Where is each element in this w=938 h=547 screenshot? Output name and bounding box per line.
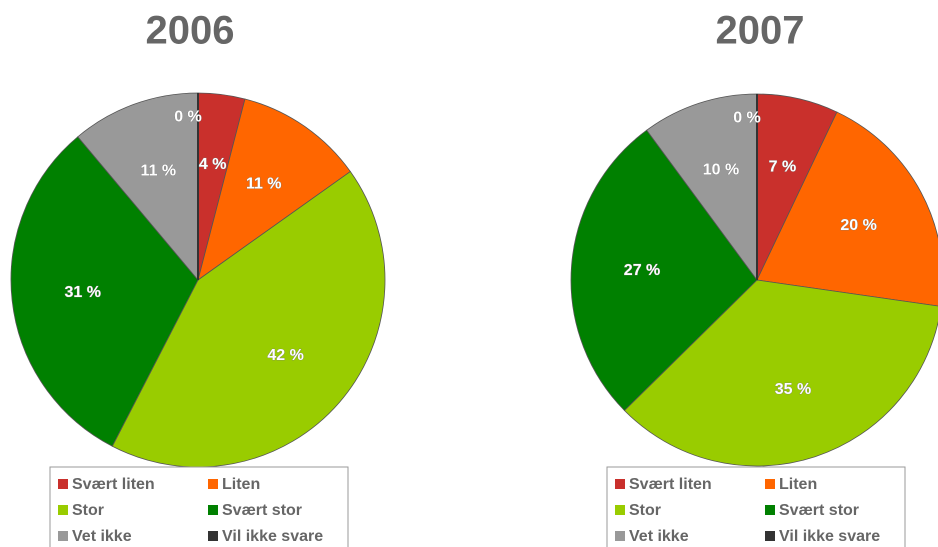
legend-label: Vil ikke svare — [222, 528, 323, 545]
value-label: 31 % — [65, 284, 101, 301]
pie-slice — [623, 279, 938, 467]
value-label: 35 % — [775, 381, 811, 398]
legend-label: Liten — [222, 476, 260, 493]
legend-swatch — [58, 479, 68, 489]
legend-box — [49, 466, 349, 547]
value-label: 42 % — [267, 347, 303, 364]
legend-swatch — [58, 531, 68, 541]
pie-slice — [111, 170, 386, 468]
value-label: 4 % — [199, 156, 227, 173]
legend-swatch — [765, 531, 775, 541]
legend-swatch — [765, 505, 775, 515]
legend-label: Svært stor — [779, 502, 859, 519]
legend-box — [606, 466, 906, 547]
legend-swatch — [615, 505, 625, 515]
value-label: 11 % — [141, 162, 177, 179]
value-label: 20 % — [840, 217, 876, 234]
legend-label: Stor — [629, 502, 661, 519]
pie-slice — [77, 92, 199, 282]
value-label: 0 % — [733, 109, 761, 126]
pie-slice — [756, 111, 938, 307]
value-label: 10 % — [703, 162, 739, 179]
value-label: 27 % — [624, 262, 660, 279]
legend-swatch — [58, 505, 68, 515]
legend-label: Svært liten — [629, 476, 712, 493]
legend-label: Vet ikke — [629, 528, 689, 545]
legend-swatch — [208, 479, 218, 489]
pie-slice — [570, 129, 758, 412]
pie-slice — [197, 98, 351, 281]
pie-slice — [10, 136, 199, 447]
chart-title: 2006 — [146, 9, 235, 53]
legend-label: Vil ikke svare — [779, 528, 880, 545]
value-label: 0 % — [174, 109, 202, 126]
legend-label: Stor — [72, 502, 104, 519]
legend-swatch — [615, 479, 625, 489]
chart-title: 2007 — [716, 9, 805, 53]
legend-swatch — [765, 479, 775, 489]
legend-swatch — [615, 531, 625, 541]
value-label: 7 % — [769, 159, 797, 176]
legend-swatch — [208, 531, 218, 541]
legend-label: Liten — [779, 476, 817, 493]
legend-label: Svært liten — [72, 476, 155, 493]
value-label: 11 % — [246, 176, 282, 193]
legend-swatch — [208, 505, 218, 515]
legend-label: Svært stor — [222, 502, 302, 519]
pie-slice — [646, 93, 758, 282]
legend-label: Vet ikke — [72, 528, 132, 545]
